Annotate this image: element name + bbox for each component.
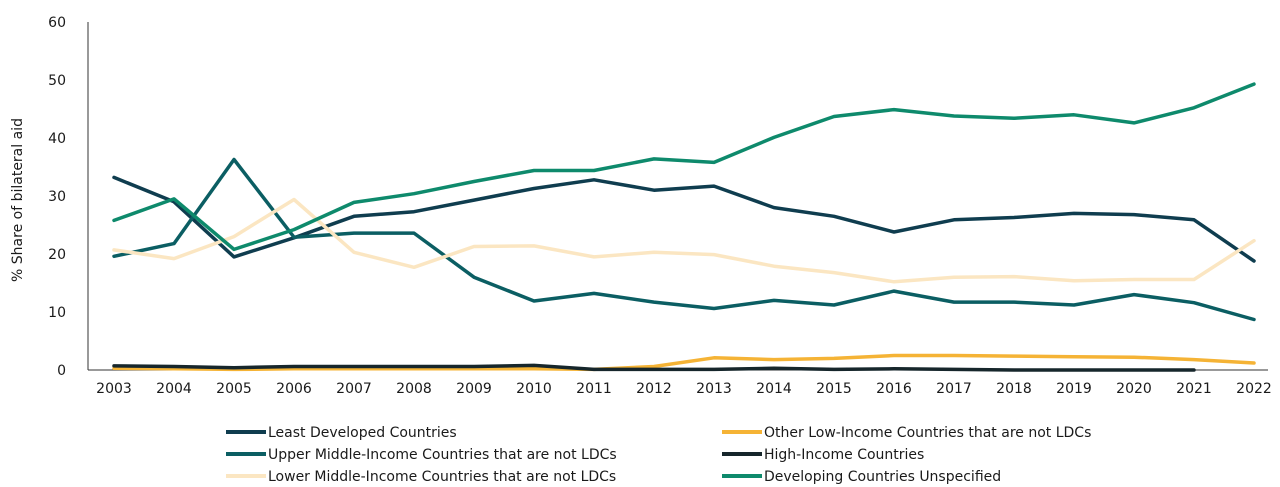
x-tick-label: 2005 bbox=[216, 381, 252, 397]
x-tick-label: 2003 bbox=[96, 381, 132, 397]
series-line bbox=[112, 157, 1256, 322]
y-tick-label: 0 bbox=[57, 363, 66, 379]
x-tick-label: 2021 bbox=[1176, 381, 1212, 397]
series-line bbox=[112, 197, 1256, 284]
x-tick-label: 2022 bbox=[1236, 381, 1272, 397]
y-tick-label: 50 bbox=[48, 73, 66, 89]
x-tick-label: 2019 bbox=[1056, 381, 1092, 397]
y-tick-label: 30 bbox=[48, 189, 66, 205]
x-tick-label: 2008 bbox=[396, 381, 432, 397]
x-tick-label: 2014 bbox=[756, 381, 792, 397]
legend-label: Lower Middle-Income Countries that are n… bbox=[268, 469, 616, 485]
legend-label: Developing Countries Unspecified bbox=[764, 469, 1001, 485]
x-tick-label: 2015 bbox=[816, 381, 852, 397]
y-tick-label: 40 bbox=[48, 131, 66, 147]
x-tick-label: 2018 bbox=[996, 381, 1032, 397]
legend-label: Least Developed Countries bbox=[268, 425, 457, 441]
x-tick-label: 2011 bbox=[576, 381, 612, 397]
x-tick-label: 2020 bbox=[1116, 381, 1152, 397]
legend-label: High-Income Countries bbox=[764, 447, 924, 463]
series-line bbox=[112, 363, 1196, 372]
x-tick-label: 2007 bbox=[336, 381, 372, 397]
y-axis-label: % Share of bilateral aid bbox=[10, 118, 26, 282]
y-tick-label: 10 bbox=[48, 305, 66, 321]
series-line bbox=[112, 175, 1256, 263]
x-tick-label: 2009 bbox=[456, 381, 492, 397]
y-tick-label: 20 bbox=[48, 247, 66, 263]
x-tick-label: 2013 bbox=[696, 381, 732, 397]
x-tick-label: 2016 bbox=[876, 381, 912, 397]
x-tick-label: 2017 bbox=[936, 381, 972, 397]
x-tick-label: 2004 bbox=[156, 381, 192, 397]
series-line bbox=[112, 353, 1256, 372]
legend-label: Other Low-Income Countries that are not … bbox=[764, 425, 1091, 441]
series-line bbox=[112, 82, 1256, 252]
x-tick-label: 2010 bbox=[516, 381, 552, 397]
legend-label: Upper Middle-Income Countries that are n… bbox=[268, 447, 617, 463]
x-tick-label: 2006 bbox=[276, 381, 312, 397]
y-tick-label: 60 bbox=[48, 15, 66, 31]
x-tick-label: 2012 bbox=[636, 381, 672, 397]
